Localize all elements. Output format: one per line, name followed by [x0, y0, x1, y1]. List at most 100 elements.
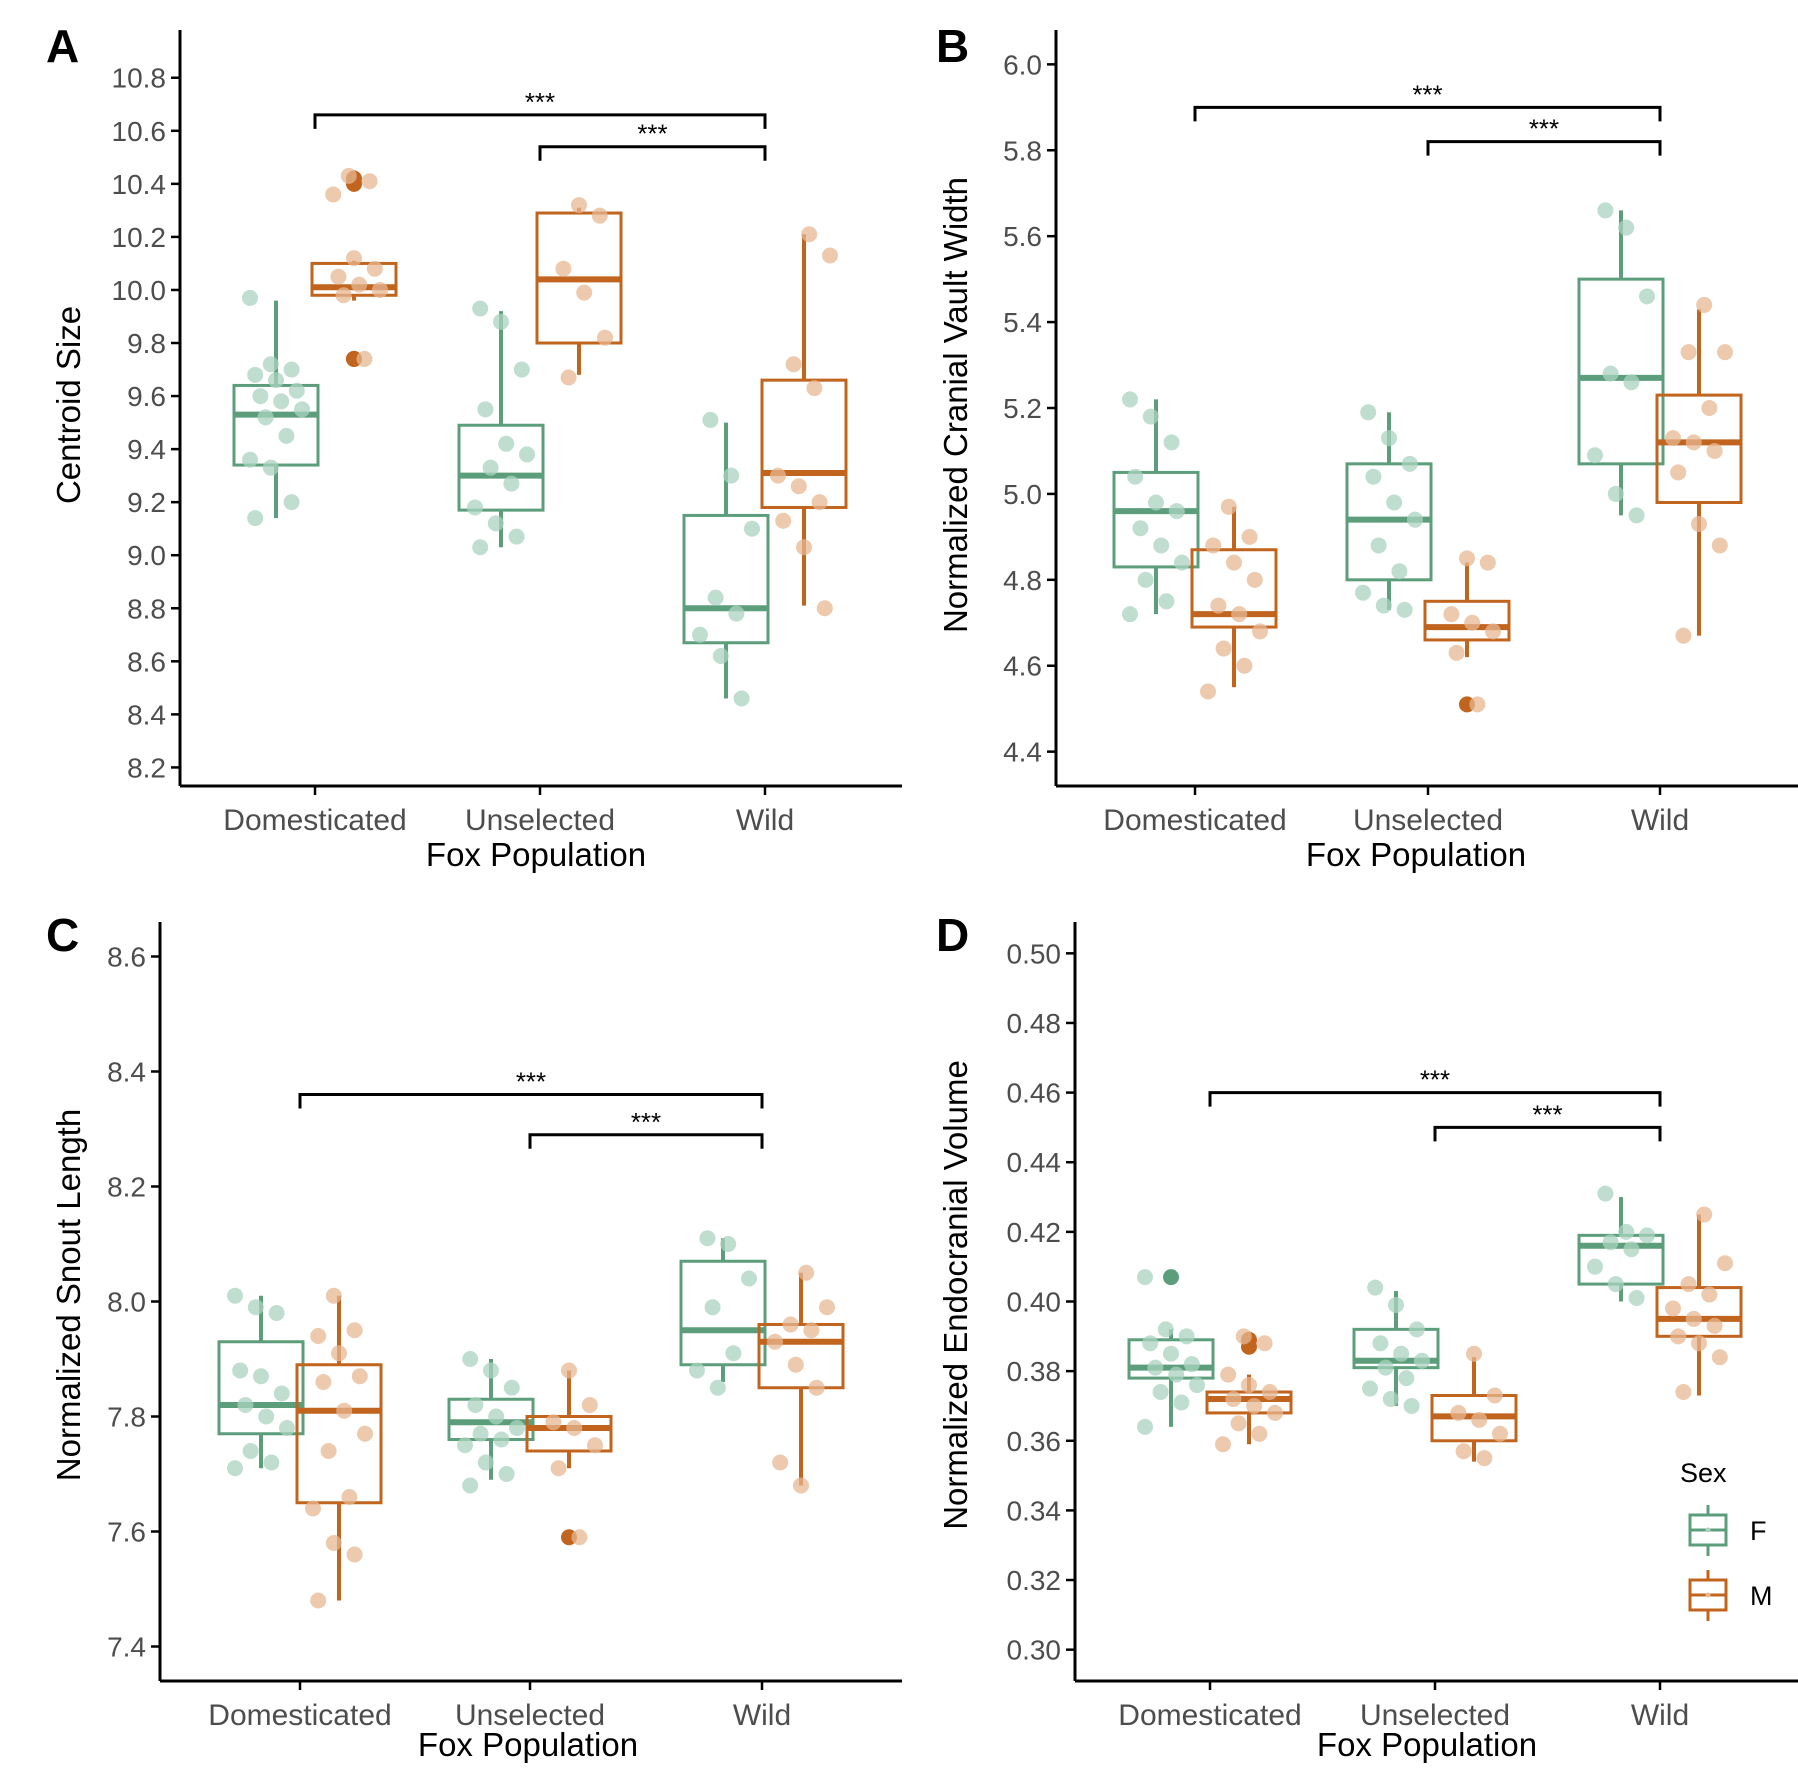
data-point: [1210, 597, 1227, 614]
data-point: [258, 1408, 275, 1425]
y-tick-label: 8.8: [127, 593, 166, 624]
data-point: [1628, 1290, 1645, 1307]
box-m-domesticated: [1205, 1328, 1293, 1453]
data-point: [1391, 563, 1408, 580]
y-tick-label: 8.4: [107, 1057, 146, 1088]
data-point: [1158, 593, 1175, 610]
data-point: [1122, 391, 1138, 408]
data-point: [1639, 1227, 1655, 1244]
data-point: [294, 401, 310, 418]
data-point: [242, 1443, 259, 1459]
data-point: [790, 478, 807, 495]
data-point: [1183, 1356, 1200, 1373]
data-point: [1485, 623, 1501, 640]
box-iqr: [1112, 470, 1200, 569]
y-tick-label: 8.6: [107, 942, 146, 973]
data-point: [1360, 404, 1377, 421]
legend: Sex F M: [1680, 1458, 1773, 1621]
box-iqr: [525, 1415, 613, 1453]
data-point: [330, 268, 347, 285]
box-iqr: [1577, 277, 1665, 466]
panel-label: D: [936, 909, 969, 961]
data-point: [555, 260, 572, 277]
data-point: [503, 475, 520, 492]
data-point: [1168, 1366, 1185, 1383]
box-f-unselected: [1345, 404, 1433, 618]
bracket-line: [313, 113, 767, 129]
y-tick-label: 8.2: [127, 752, 166, 783]
x-tick-label: Unselected: [1353, 804, 1503, 837]
box-f-wild: [679, 1230, 767, 1396]
data-point: [372, 281, 388, 298]
data-point: [1396, 601, 1413, 618]
significance-label: ***: [516, 1067, 546, 1097]
data-point: [1670, 464, 1687, 481]
x-tick-label: Unselected: [1360, 1699, 1510, 1732]
y-tick-label: 7.8: [107, 1402, 146, 1433]
data-point: [457, 1437, 473, 1454]
y-tick-label: 9.4: [127, 434, 166, 465]
data-point: [770, 467, 786, 484]
data-point: [268, 372, 284, 389]
data-point: [1231, 606, 1248, 623]
data-point: [467, 1397, 484, 1413]
data-point: [1142, 408, 1159, 425]
data-point: [702, 411, 719, 428]
significance-bracket: ***: [1426, 114, 1662, 156]
data-point: [1597, 1185, 1614, 1202]
data-point: [1597, 202, 1614, 219]
bracket-line: [1193, 105, 1662, 122]
data-point: [1246, 571, 1263, 588]
data-point: [325, 1535, 342, 1551]
data-point: [1466, 1345, 1482, 1362]
data-point: [1587, 447, 1603, 464]
y-tick-label: 9.6: [127, 381, 166, 412]
data-point: [1471, 1411, 1488, 1428]
data-point: [341, 1489, 358, 1505]
y-tick-label: 9.0: [127, 540, 166, 571]
data-point: [1127, 468, 1144, 485]
data-point: [707, 589, 724, 606]
data-point: [467, 499, 483, 516]
data-point: [1226, 554, 1242, 571]
data-point: [767, 1333, 783, 1350]
data-point: [336, 1402, 353, 1419]
data-point: [796, 539, 812, 556]
x-tick-label: Domesticated: [1103, 804, 1286, 837]
x-tick-label: Wild: [1631, 1699, 1689, 1732]
data-point: [1153, 537, 1170, 554]
data-point: [273, 1385, 290, 1402]
data-point: [1367, 1279, 1384, 1296]
data-point: [1355, 584, 1371, 601]
legend-label-m: M: [1750, 1581, 1773, 1611]
data-point: [320, 1443, 337, 1459]
data-point: [1236, 657, 1253, 674]
data-point: [712, 648, 729, 665]
significance-bracket: ***: [298, 1067, 764, 1109]
data-point: [242, 451, 258, 468]
data-point: [816, 600, 833, 617]
data-point: [1711, 1349, 1728, 1366]
legend-label-f: F: [1750, 1516, 1767, 1546]
data-point: [335, 287, 352, 304]
data-point: [550, 1460, 567, 1477]
data-point: [1680, 344, 1697, 361]
data-point: [1717, 1255, 1733, 1272]
data-point: [247, 510, 264, 527]
data-point: [237, 1397, 254, 1413]
data-point: [1602, 1234, 1619, 1251]
box-f-unselected: [447, 1351, 535, 1494]
data-point: [227, 1287, 243, 1304]
data-point: [1174, 554, 1190, 571]
data-point: [1607, 485, 1624, 502]
data-point: [1252, 623, 1268, 640]
box-m-domesticated: [295, 1287, 383, 1609]
box-iqr: [457, 423, 545, 512]
y-tick-label: 0.44: [1007, 1147, 1062, 1178]
y-tick-label: 10.0: [112, 275, 167, 306]
data-point: [1623, 374, 1640, 391]
data-point: [498, 1466, 515, 1482]
y-tick-label: 4.4: [1003, 737, 1042, 768]
plot-area: 0.30 0.32 0.34 0.36 0.38 0.40 0.42 0.44 0.46 0.48…: [1007, 922, 1798, 1732]
